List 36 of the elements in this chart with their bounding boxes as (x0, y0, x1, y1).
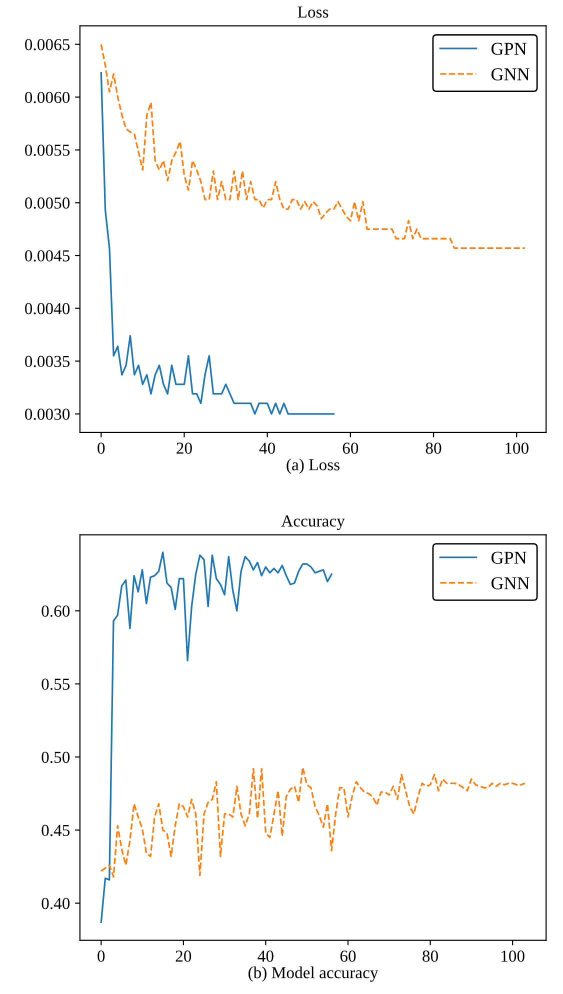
x-tick-label: 40 (259, 442, 276, 454)
y-tick-label: 0.0065 (25, 39, 70, 50)
x-tick-label: 80 (422, 950, 438, 962)
line-series (100, 551, 332, 924)
y-tick-label: 0.0030 (25, 408, 70, 420)
y-tick-label: 0.60 (42, 605, 70, 617)
x-tick-label: 0 (98, 950, 105, 962)
x-tick-label: 100 (502, 950, 524, 962)
y-tick-label: 0.0060 (25, 92, 70, 104)
x-tick-label: 40 (258, 950, 274, 962)
y-tick-label: 0.0040 (25, 303, 70, 314)
legend-label: GNN (491, 68, 530, 80)
y-tick-label: 0.50 (42, 752, 70, 764)
legend-label: GPN (491, 42, 526, 55)
y-tick-label: 0.0045 (25, 250, 70, 262)
x-tick-label: 0 (98, 442, 105, 454)
x-tick-label: 100 (506, 442, 528, 454)
y-tick-label: 0.0055 (25, 144, 70, 156)
y-tick-label: 0.55 (42, 678, 70, 690)
x-tick-label: 60 (342, 442, 358, 454)
chart-title: Loss (298, 6, 328, 18)
x-tick-label: 20 (176, 442, 192, 454)
x-axis-title: (b) Model accuracy (248, 966, 378, 982)
x-axis-title: (a) Loss (286, 458, 340, 474)
legend-label: GPN (491, 552, 526, 564)
y-tick-label: 0.0035 (25, 356, 70, 368)
y-tick-label: 0.0050 (25, 197, 70, 209)
y-tick-label: 0.45 (42, 824, 70, 836)
x-tick-label: 80 (426, 442, 442, 454)
x-tick-label: 60 (340, 950, 356, 962)
line-series (100, 766, 526, 878)
legend-label: GNN (491, 577, 530, 590)
x-tick-label: 20 (176, 950, 192, 962)
chart-title: Accuracy (281, 515, 345, 530)
y-tick-label: 0.40 (42, 898, 70, 910)
line-series (100, 72, 335, 415)
